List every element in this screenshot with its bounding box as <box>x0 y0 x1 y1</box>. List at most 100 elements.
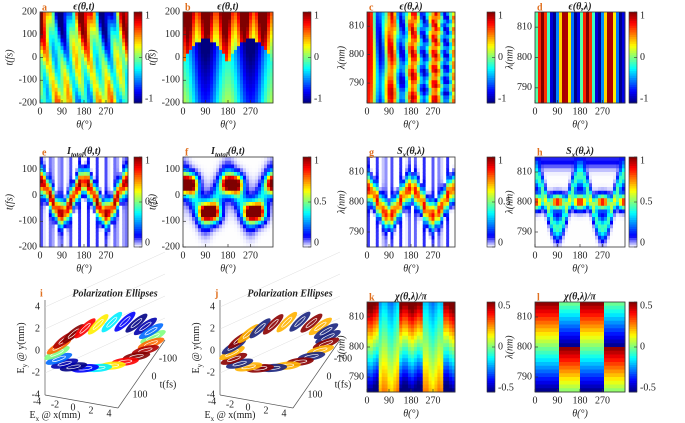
heatmap-cell <box>110 42 114 47</box>
heatmap-cell <box>42 217 47 222</box>
heatmap-cell <box>372 19 377 24</box>
heatmap-cell <box>446 72 450 77</box>
heatmap-cell <box>378 164 383 169</box>
heatmap-cell <box>604 91 608 96</box>
heatmap-cell <box>183 220 187 225</box>
heatmap-cell <box>57 12 61 17</box>
heatmap-cell <box>249 65 253 70</box>
heatmap-cell <box>234 68 238 74</box>
heatmap-cell <box>192 190 196 195</box>
heatmap-cell <box>207 239 211 244</box>
heatmap-cell <box>63 61 67 66</box>
heatmap-cell <box>369 34 374 39</box>
heatmap-cell <box>113 53 117 58</box>
heatmap-cell <box>45 190 50 195</box>
heatmap-cell <box>367 160 371 165</box>
heatmap-cell <box>375 49 380 55</box>
heatmap-cell <box>98 239 102 244</box>
heatmap-cell <box>390 168 394 173</box>
heatmap-cell <box>610 95 614 100</box>
heatmap-cell <box>369 164 374 169</box>
colorbar-cell <box>303 96 311 99</box>
heatmap-cell <box>261 46 265 51</box>
heatmap-cell <box>431 27 435 32</box>
heatmap-cell <box>556 53 560 58</box>
heatmap-cell <box>51 46 56 51</box>
heatmap-cell <box>443 12 447 17</box>
heatmap-cell <box>270 34 274 39</box>
heatmap-cell <box>452 84 456 89</box>
heatmap-cell <box>431 15 435 20</box>
heatmap-cell <box>396 220 400 225</box>
heatmap-cell <box>66 213 70 218</box>
heatmap-cell <box>195 168 199 173</box>
heatmap-cell <box>81 57 85 62</box>
heatmap-cell <box>367 15 371 20</box>
heatmap-cell <box>387 12 391 17</box>
heatmap-cell <box>565 76 569 81</box>
heatmap-cell <box>48 157 53 162</box>
heatmap-cell <box>243 34 247 39</box>
heatmap-cell <box>249 34 253 39</box>
heatmap-cell <box>372 202 377 207</box>
heatmap-cell <box>51 198 56 203</box>
heatmap-cell <box>428 12 432 17</box>
colorbar-cell <box>629 39 637 42</box>
heatmap-cell <box>604 15 608 20</box>
heatmap-cell <box>222 87 226 93</box>
heatmap-cell <box>393 175 397 180</box>
heatmap-cell <box>45 91 50 96</box>
heatmap-cell <box>95 65 100 70</box>
heatmap-cell <box>249 49 253 55</box>
heatmap-cell <box>125 27 129 32</box>
heatmap-cell <box>89 190 94 195</box>
heatmap-cell <box>255 190 259 195</box>
heatmap-cell <box>92 30 97 36</box>
heatmap-cell <box>116 232 120 237</box>
heatmap-cell <box>583 27 587 32</box>
heatmap-cell <box>213 194 217 199</box>
heatmap-cell <box>122 72 126 77</box>
heatmap-cell <box>213 209 217 214</box>
colorbar-cell <box>303 193 311 196</box>
heatmap-cell <box>63 84 67 89</box>
heatmap-cell <box>51 76 56 81</box>
heatmap-cell <box>547 65 551 70</box>
heatmap-cell <box>101 243 105 248</box>
heatmap-cell <box>48 65 53 70</box>
colorbar-cell <box>134 195 142 198</box>
heatmap-cell <box>72 61 76 66</box>
heatmap-cell <box>381 27 385 32</box>
heatmap-cell <box>586 99 590 104</box>
heatmap-cell <box>396 53 400 58</box>
heatmap-cell <box>449 99 453 104</box>
heatmap-cell <box>75 38 79 43</box>
heatmap-cell <box>622 49 626 55</box>
heatmap-cell <box>201 160 205 165</box>
heatmap-cell <box>369 99 374 104</box>
heatmap-cell <box>69 164 73 169</box>
heatmap-cell <box>110 175 114 180</box>
heatmap-cell <box>204 61 208 66</box>
heatmap-cell <box>568 72 572 77</box>
heatmap-cell <box>216 61 220 66</box>
heatmap-cell <box>183 205 187 210</box>
colorbar-cell <box>303 14 311 17</box>
heatmap-cell <box>207 217 211 222</box>
colorbar-cell <box>134 190 142 194</box>
heatmap-cell <box>78 179 82 184</box>
heatmap-cell <box>89 99 94 104</box>
heatmap-cell <box>613 57 617 62</box>
heatmap-cell <box>405 23 409 28</box>
heatmap-cell <box>48 194 53 199</box>
heatmap-cell <box>372 53 377 58</box>
heatmap-cell <box>63 38 67 43</box>
heatmap-cell <box>189 228 193 233</box>
heatmap-cell <box>228 84 232 89</box>
heatmap-cell <box>98 12 102 17</box>
heatmap-cell <box>107 172 111 177</box>
heatmap-cell <box>51 53 56 58</box>
heatmap-cell <box>535 15 539 20</box>
heatmap-cell <box>122 217 126 222</box>
heatmap-cell <box>270 30 274 36</box>
